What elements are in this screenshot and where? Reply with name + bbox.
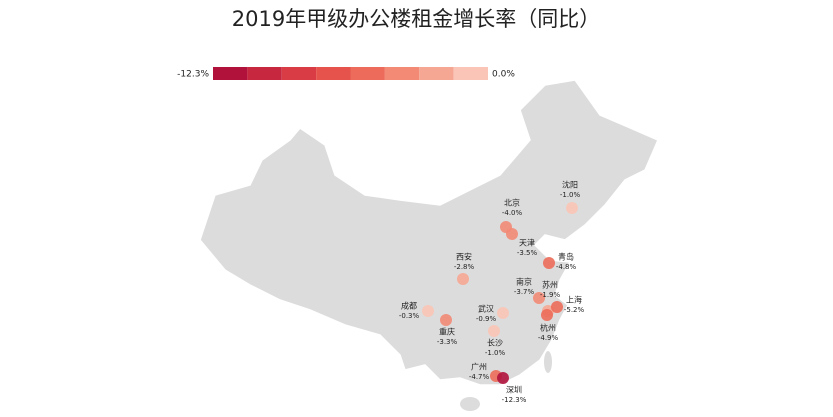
chart-title: 2019年甲级办公楼租金增长率（同比） xyxy=(232,7,600,31)
colorbar-swatch xyxy=(213,67,248,80)
value-label: -3.7% xyxy=(514,288,535,296)
value-label: -0.9% xyxy=(476,315,497,323)
city-name: 成都 xyxy=(401,301,417,311)
value-label: -1.0% xyxy=(560,191,581,199)
value-label: -12.3% xyxy=(502,396,527,404)
value-label: -1.0% xyxy=(485,349,506,357)
city-marker xyxy=(440,314,452,326)
colorbar-label: -12.3% xyxy=(177,70,209,80)
island xyxy=(544,351,552,373)
value-label: -5.2% xyxy=(564,306,585,314)
city-name: 武汉 xyxy=(478,304,494,314)
city-marker xyxy=(488,325,500,337)
city-name: 青岛 xyxy=(558,252,574,262)
country-outline xyxy=(199,79,659,386)
city-marker xyxy=(506,228,518,240)
colorbar-swatch xyxy=(453,67,488,80)
island xyxy=(460,397,480,411)
city-marker xyxy=(533,292,545,304)
city-marker xyxy=(497,372,509,384)
city-name: 南京 xyxy=(516,277,532,287)
city-name: 深圳 xyxy=(506,385,522,395)
city-marker xyxy=(566,202,578,214)
colorbar-swatch xyxy=(247,67,282,80)
city-marker xyxy=(497,307,509,319)
city-name: 北京 xyxy=(504,198,520,208)
city-marker xyxy=(541,309,553,321)
city-name: 长沙 xyxy=(487,338,503,348)
colorbar-swatch xyxy=(384,67,420,80)
city-name: 上海 xyxy=(566,295,582,305)
value-label: -1.9% xyxy=(540,291,561,299)
city-marker xyxy=(543,257,555,269)
value-label: -3.3% xyxy=(437,338,458,346)
city-name: 苏州 xyxy=(542,280,558,290)
city-name: 重庆 xyxy=(439,327,455,337)
city-marker xyxy=(457,273,469,285)
colorbar-swatch xyxy=(350,67,385,80)
value-label: -4.0% xyxy=(502,209,523,217)
city-name: 广州 xyxy=(471,362,487,372)
city-name: 沈阳 xyxy=(562,180,578,190)
city-name: 西安 xyxy=(456,252,472,262)
colorbar-swatch xyxy=(316,67,351,80)
value-label: -3.5% xyxy=(517,249,538,257)
city-name: 天津 xyxy=(519,238,535,248)
city-marker xyxy=(551,301,563,313)
value-label: -4.7% xyxy=(469,373,490,381)
city-marker xyxy=(422,305,434,317)
city-name: 杭州 xyxy=(540,323,556,333)
value-label: -4.9% xyxy=(538,334,559,342)
value-label: -2.8% xyxy=(454,263,475,271)
value-label: -4.8% xyxy=(556,263,577,271)
colorbar-swatch xyxy=(281,67,317,80)
colorbar-label: 0.0% xyxy=(492,70,515,80)
colorbar-swatch xyxy=(419,67,454,80)
value-label: -0.3% xyxy=(399,312,420,320)
